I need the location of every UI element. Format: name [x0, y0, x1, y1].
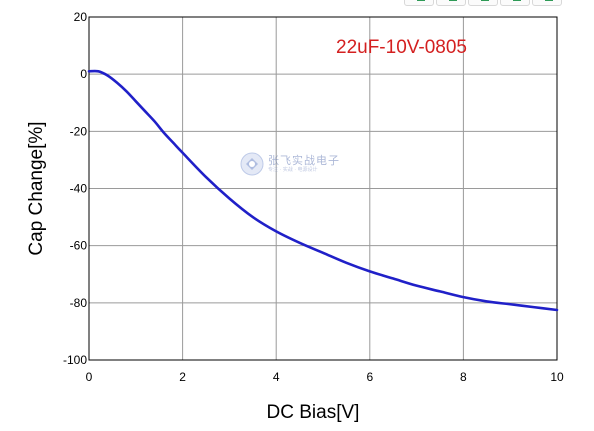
y-tick-label: -40 [70, 182, 88, 196]
x-tick-label: 2 [179, 370, 186, 384]
y-tick-label: -100 [63, 353, 87, 367]
more-icon[interactable] [532, 0, 562, 6]
watermark-logo-icon [240, 152, 264, 176]
y-tick-label: -60 [70, 239, 88, 253]
plot-border-rect [88, 16, 558, 361]
x-tick-label: 10 [550, 370, 564, 384]
series-group [87, 69, 559, 312]
y-tick-label: -20 [70, 124, 88, 138]
chart-annotation: 22uF-10V-0805 [336, 37, 467, 58]
watermark-subtext: 专注 · 实战 · 电源设计 [268, 167, 318, 173]
y-tick-label: 20 [74, 10, 88, 24]
image-toolbar [404, 0, 594, 8]
y-tick-label: 0 [80, 67, 87, 81]
watermark-text: 张飞实战电子 [268, 154, 340, 167]
copy-icon[interactable] [468, 0, 498, 6]
x-axis-label: DC Bias[V] [267, 402, 360, 423]
plot-border [88, 16, 558, 361]
image-icon[interactable] [436, 0, 466, 6]
series-line [87, 69, 559, 312]
chart-icon[interactable] [500, 0, 530, 6]
grid-lines [89, 17, 557, 360]
y-tick-labels: 20 0 -20 -40 -60 -80 -100 [63, 10, 87, 367]
x-tick-label: 8 [460, 370, 467, 384]
y-tick-label: -80 [70, 296, 88, 310]
edit-icon[interactable] [404, 0, 434, 6]
x-tick-label: 6 [366, 370, 373, 384]
x-tick-label: 4 [273, 370, 280, 384]
watermark: 张飞实战电子 专注 · 实战 · 电源设计 [240, 152, 340, 176]
x-tick-label: 0 [86, 370, 93, 384]
y-axis-label: Cap Change[%] [26, 121, 47, 255]
x-tick-labels: 0 2 4 6 8 10 [86, 370, 564, 384]
